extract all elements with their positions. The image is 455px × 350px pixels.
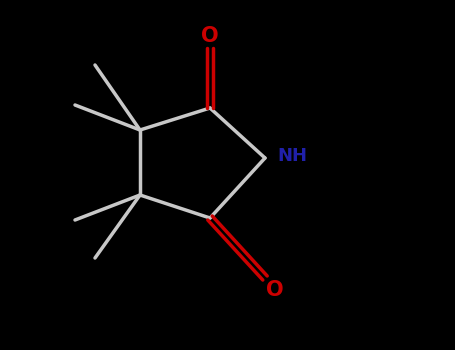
Text: O: O [201, 26, 219, 46]
Text: O: O [266, 280, 284, 300]
Text: NH: NH [277, 147, 307, 165]
